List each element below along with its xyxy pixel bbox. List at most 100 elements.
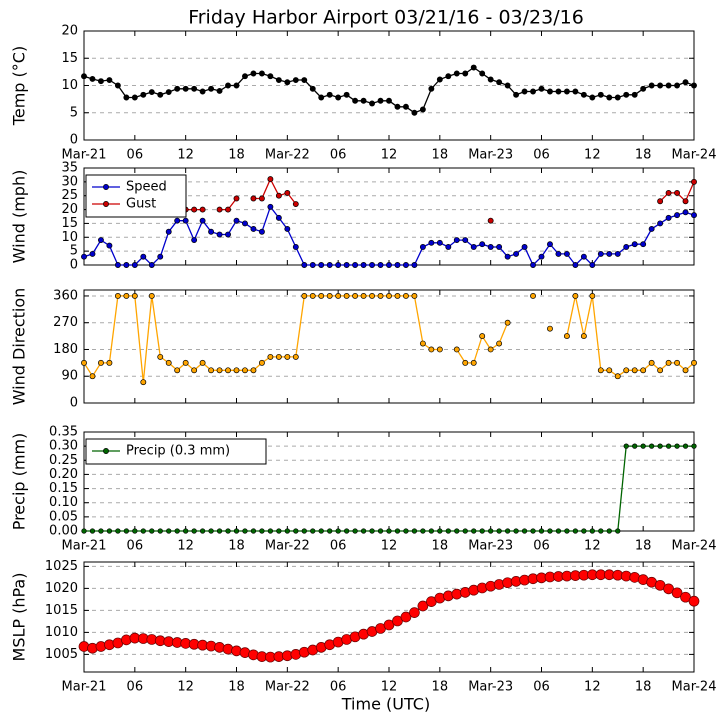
marker (360, 292, 367, 299)
marker (674, 82, 681, 89)
chart-title: Friday Harbor Airport 03/21/16 - 03/23/1… (188, 7, 584, 29)
marker (377, 97, 384, 104)
marker (114, 82, 121, 89)
x-tick-label: Mar-21 (62, 539, 107, 554)
x-tick-label: Mar-22 (265, 148, 310, 163)
marker (504, 82, 511, 89)
marker (665, 189, 672, 196)
marker (267, 353, 274, 360)
marker (632, 443, 638, 449)
marker (657, 198, 664, 205)
marker (267, 203, 274, 210)
x-tick-label: 18 (432, 148, 449, 163)
marker (470, 244, 477, 250)
marker (132, 528, 138, 534)
marker (309, 85, 316, 92)
x-tick-label: Mar-21 (62, 680, 107, 695)
marker (538, 85, 545, 92)
marker (284, 79, 291, 86)
marker (250, 528, 257, 534)
marker (674, 189, 681, 196)
marker (276, 528, 282, 534)
marker (191, 528, 197, 534)
x-tick-label: Mar-22 (265, 539, 310, 554)
marker (225, 231, 231, 238)
marker (411, 528, 418, 534)
marker (597, 250, 604, 257)
marker (436, 76, 443, 83)
marker (538, 528, 545, 534)
marker (106, 359, 113, 366)
marker (191, 237, 198, 244)
marker (623, 443, 629, 449)
marker (377, 528, 384, 534)
x-tick-label: 18 (228, 148, 245, 163)
marker (688, 595, 700, 607)
y-tick-label: 1025 (45, 559, 78, 574)
x-tick-label: 12 (584, 539, 601, 554)
marker (589, 94, 596, 101)
x-tick-label: 06 (330, 148, 347, 163)
marker (606, 528, 612, 534)
y-tick-label: 0.10 (49, 495, 78, 510)
marker (275, 192, 282, 199)
marker (674, 443, 680, 449)
marker (394, 262, 401, 268)
marker (326, 262, 333, 268)
marker (580, 91, 587, 98)
marker (335, 528, 341, 534)
marker (572, 292, 579, 299)
legend-marker (103, 448, 109, 454)
marker (547, 528, 553, 534)
marker (640, 85, 647, 92)
marker (335, 94, 342, 101)
marker (216, 528, 223, 534)
marker (623, 244, 630, 250)
marker (504, 319, 511, 326)
marker (614, 94, 621, 101)
marker (140, 253, 147, 260)
marker (81, 528, 87, 534)
marker (409, 607, 420, 618)
x-tick-label: Mar-23 (468, 148, 513, 163)
marker (386, 292, 392, 299)
marker (225, 528, 231, 534)
y-tick-label: 270 (53, 315, 78, 330)
marker (487, 76, 494, 83)
marker (631, 91, 638, 98)
marker (530, 88, 536, 95)
marker (445, 244, 452, 250)
marker (580, 333, 587, 340)
marker (292, 244, 299, 250)
x-tick-label: 18 (228, 539, 245, 554)
marker (386, 262, 392, 268)
marker (208, 367, 215, 374)
marker (199, 206, 206, 213)
marker (597, 91, 604, 98)
marker (157, 91, 164, 98)
marker (563, 250, 570, 257)
marker (682, 198, 689, 205)
y-axis-label: MSLP (hPa) (10, 573, 29, 662)
marker (208, 528, 214, 534)
x-tick-label: 18 (432, 680, 449, 695)
marker (225, 82, 231, 89)
marker (183, 528, 189, 534)
marker (614, 373, 621, 380)
x-tick-label: 06 (330, 539, 347, 554)
marker (648, 226, 655, 232)
legend: Precip (0.3 mm) (85, 438, 267, 465)
marker (589, 262, 596, 268)
x-tick-label: Mar-23 (468, 539, 513, 554)
marker (657, 82, 664, 89)
marker (149, 528, 155, 534)
marker (394, 528, 401, 534)
x-tick-label: 18 (635, 680, 652, 695)
marker (81, 253, 87, 260)
marker (580, 253, 587, 260)
marker (343, 292, 350, 299)
legend-box (85, 174, 187, 218)
legend-label: Speed (126, 180, 167, 195)
marker (411, 109, 418, 116)
marker (453, 237, 460, 244)
